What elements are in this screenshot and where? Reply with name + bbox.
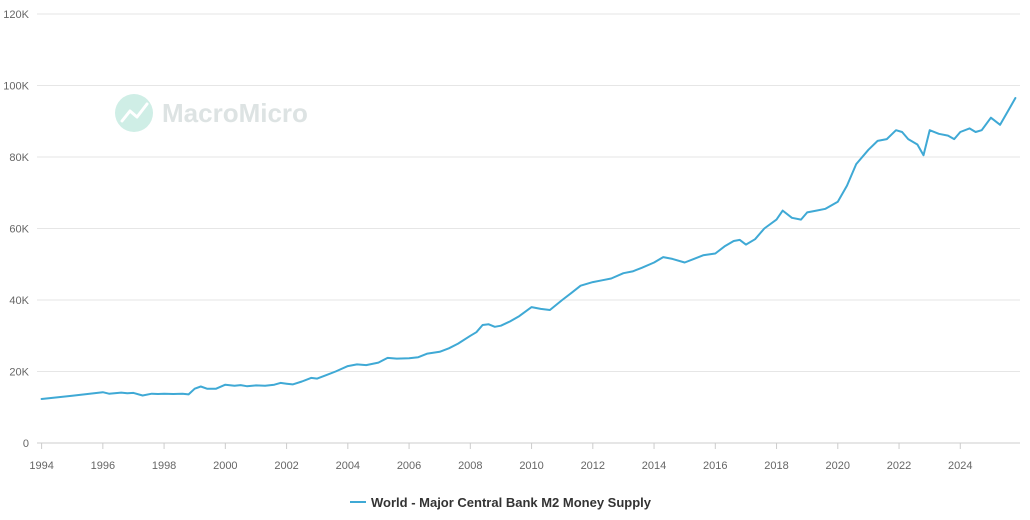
x-tick-label-1996: 1996 <box>91 460 115 472</box>
y-tick-label-100K: 100K <box>3 81 29 93</box>
legend[interactable]: World - Major Central Bank M2 Money Supp… <box>350 495 652 510</box>
x-tick-label-2010: 2010 <box>519 460 543 472</box>
watermark-text: MacroMicro <box>162 98 308 128</box>
y-tick-label-60K: 60K <box>9 224 29 236</box>
x-tick-label-2016: 2016 <box>703 460 727 472</box>
watermark-logo-chart-glyph <box>120 102 149 123</box>
grid-lines <box>37 13 1020 372</box>
x-tick-label-2000: 2000 <box>213 460 237 472</box>
series-layer <box>40 97 1017 400</box>
macromicro-watermark: MacroMicro <box>115 94 308 132</box>
x-tick-label-2008: 2008 <box>458 460 482 472</box>
y-tick-label-20K: 20K <box>9 367 29 379</box>
x-tick-label-2024: 2024 <box>948 460 972 472</box>
x-axis: 1994 1996 1998 2000 2002 2004 2006 2008 2010 2012… <box>29 442 1020 472</box>
y-tick-label-120K: 120K <box>3 9 29 21</box>
x-tick-label-1994: 1994 <box>29 460 53 472</box>
x-tick-label-2014: 2014 <box>642 460 666 472</box>
y-tick-label-0: 0 <box>23 438 29 450</box>
series-line-world-m2[interactable] <box>40 97 1017 400</box>
legend-series-label: World - Major Central Bank M2 Money Supp… <box>371 495 652 510</box>
x-tick-label-2020: 2020 <box>826 460 850 472</box>
y-tick-label-40K: 40K <box>9 295 29 307</box>
x-tick-label-1998: 1998 <box>152 460 176 472</box>
x-tick-label-2012: 2012 <box>581 460 605 472</box>
x-tick-label-2002: 2002 <box>274 460 298 472</box>
y-axis: 0 20K 40K 60K 80K 100K 120K <box>3 9 29 450</box>
x-tick-label-2006: 2006 <box>397 460 421 472</box>
y-tick-label-80K: 80K <box>9 152 29 164</box>
x-tick-label-2022: 2022 <box>887 460 911 472</box>
x-tick-label-2004: 2004 <box>336 460 360 472</box>
x-tick-label-2018: 2018 <box>764 460 788 472</box>
